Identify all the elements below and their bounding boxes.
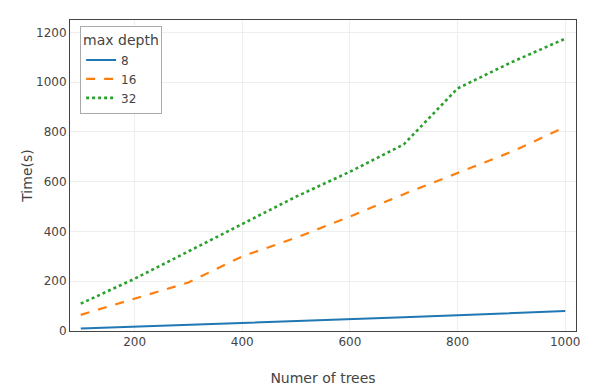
svg-text:600: 600: [44, 175, 67, 189]
svg-text:32: 32: [121, 92, 136, 106]
svg-text:600: 600: [338, 335, 361, 349]
svg-text:1200: 1200: [36, 26, 67, 40]
svg-text:Time(s): Time(s): [19, 149, 35, 202]
svg-text:200: 200: [44, 274, 67, 288]
svg-text:8: 8: [121, 54, 129, 68]
svg-text:200: 200: [123, 335, 146, 349]
svg-text:1000: 1000: [550, 335, 581, 349]
svg-text:800: 800: [446, 335, 469, 349]
svg-text:Numer of trees: Numer of trees: [270, 370, 375, 386]
svg-text:0: 0: [59, 324, 67, 338]
svg-text:400: 400: [44, 225, 67, 239]
svg-text:800: 800: [44, 125, 67, 139]
svg-text:1000: 1000: [36, 75, 67, 89]
svg-text:400: 400: [231, 335, 254, 349]
svg-text:16: 16: [121, 73, 136, 87]
svg-text:max depth: max depth: [83, 32, 159, 48]
